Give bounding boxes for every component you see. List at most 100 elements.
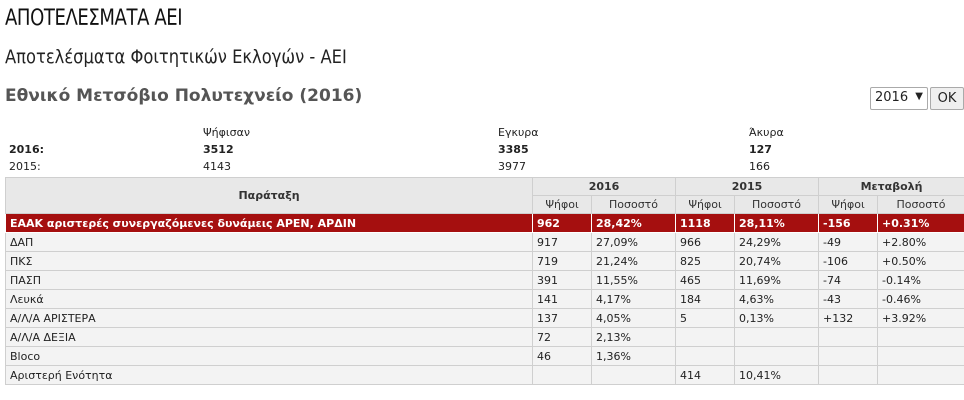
votes-2016-cell: 917 [532, 232, 592, 252]
summary-year: 2016: [9, 143, 45, 156]
party-name-cell: Αριστερή Ενότητα [5, 365, 533, 385]
table-row: ΠΑΣΠ 391 11,55% 465 11,69% -74 -0.14% [5, 270, 964, 290]
votes-2016-cell [532, 365, 592, 385]
votes-2016-cell: 46 [532, 346, 592, 366]
percent-change-cell: +0.50% [877, 251, 964, 271]
percent-change-cell: -0.14% [877, 270, 964, 290]
summary-header-voted: Ψήφισαν [203, 126, 250, 139]
party-name-cell: ΠΑΣΠ [5, 270, 533, 290]
votes-change-cell: -106 [818, 251, 878, 271]
table-row: ΔΑΠ 917 27,09% 966 24,29% -49 +2.80% [5, 232, 964, 252]
table-row: Bloco 46 1,36% [5, 346, 964, 366]
percent-2015-cell: 4,63% [734, 289, 819, 309]
year-select-value: 2016 [875, 90, 909, 105]
percent-2015-cell: 24,29% [734, 232, 819, 252]
votes-2016-cell: 719 [532, 251, 592, 271]
table-row: Α/Λ/Α ΔΕΞΙΑ 72 2,13% [5, 327, 964, 347]
votes-2015-cell: 966 [675, 232, 735, 252]
votes-2016-cell: 391 [532, 270, 592, 290]
votes-change-cell [818, 346, 878, 366]
party-name-cell: Α/Λ/Α ΔΕΞΙΑ [5, 327, 533, 347]
table-sub-header-row: Ψήφοι Ποσοστό Ψήφοι Ποσοστό Ψήφοι Ποσοστ… [6, 195, 964, 214]
institution-heading: Εθνικό Μετσόβιο Πολυτεχνείο (2016) [5, 86, 363, 106]
group-header-2015: 2015 [675, 177, 819, 196]
party-name-cell: ΔΑΠ [5, 232, 533, 252]
summary-row-2016: 2016: 3512 3385 127 [0, 141, 964, 158]
percent-2015-cell: 20,74% [734, 251, 819, 271]
chevron-down-icon: ▼ [915, 91, 923, 102]
percent-2015-cell: 10,41% [734, 365, 819, 385]
percent-2015-cell [734, 346, 819, 366]
summary-valid: 3977 [498, 160, 526, 173]
votes-change-cell: -156 [818, 213, 878, 233]
table-row: ΠΚΣ 719 21,24% 825 20,74% -106 +0.50% [5, 251, 964, 271]
votes-2015-cell [675, 346, 735, 366]
summary-row-2015: 2015: 4143 3977 166 [0, 158, 964, 175]
results-table: Παράταξη 2016 2015 Μεταβολή Ψήφοι Ποσοστ… [5, 177, 964, 385]
votes-change-cell: -43 [818, 289, 878, 309]
percent-2016-cell: 1,36% [591, 346, 676, 366]
votes-2016-cell: 141 [532, 289, 592, 309]
year-select[interactable]: 2016 ▼ [870, 87, 928, 110]
summary-header-valid: Εγκυρα [498, 126, 539, 139]
page-subtitle: Αποτελέσματα Φοιτητικών Εκλογών - ΑΕΙ [5, 46, 347, 68]
group-header-change: Μεταβολή [818, 177, 964, 196]
table-group-header-row: Παράταξη 2016 2015 Μεταβολή [5, 177, 964, 214]
table-row: Α/Λ/Α ΑΡΙΣΤΕΡΑ 137 4,05% 5 0,13% +132 +3.92% [5, 308, 964, 328]
sub-header-votes: Ψήφοι [675, 195, 735, 214]
sub-header-percent: Ποσοστό [591, 195, 676, 214]
votes-2015-cell: 1118 [675, 213, 735, 233]
percent-2015-cell: 28,11% [734, 213, 819, 233]
group-header-2016: 2016 [532, 177, 676, 196]
percent-2015-cell: 11,69% [734, 270, 819, 290]
summary-voted: 4143 [203, 160, 231, 173]
summary-invalid: 127 [749, 143, 772, 156]
summary-invalid: 166 [749, 160, 770, 173]
summary-header-row: Ψήφισαν Εγκυρα Άκυρα [0, 124, 964, 141]
summary-header-invalid: Άκυρα [749, 126, 784, 139]
votes-change-cell: -49 [818, 232, 878, 252]
percent-2016-cell [591, 365, 676, 385]
sub-header-percent: Ποσοστό [734, 195, 819, 214]
table-row: Λευκά 141 4,17% 184 4,63% -43 -0.46% [5, 289, 964, 309]
percent-2016-cell: 28,42% [591, 213, 676, 233]
percent-change-cell: +0.31% [877, 213, 964, 233]
page-title: ΑΠΟΤΕΛΕΣΜΑΤΑ ΑΕΙ [5, 6, 183, 31]
votes-2016-cell: 137 [532, 308, 592, 328]
votes-change-cell: -74 [818, 270, 878, 290]
party-name-cell: Bloco [5, 346, 533, 366]
party-name-cell: ΕΑΑΚ αριστερές συνεργαζόμενες δυνάμεις Α… [5, 213, 533, 233]
votes-2015-cell: 825 [675, 251, 735, 271]
percent-2016-cell: 11,55% [591, 270, 676, 290]
percent-change-cell: -0.46% [877, 289, 964, 309]
percent-change-cell [877, 327, 964, 347]
party-name-cell: ΠΚΣ [5, 251, 533, 271]
sub-header-percent: Ποσοστό [877, 195, 964, 214]
percent-change-cell: +3.92% [877, 308, 964, 328]
percent-2016-cell: 21,24% [591, 251, 676, 271]
votes-2016-cell: 72 [532, 327, 592, 347]
summary-valid: 3385 [498, 143, 529, 156]
percent-2016-cell: 2,13% [591, 327, 676, 347]
summary-voted: 3512 [203, 143, 234, 156]
summary-year: 2015: [9, 160, 41, 173]
table-row: ΕΑΑΚ αριστερές συνεργαζόμενες δυνάμεις Α… [5, 213, 964, 233]
votes-2015-cell: 414 [675, 365, 735, 385]
percent-change-cell [877, 365, 964, 385]
party-column-header: Παράταξη [5, 177, 533, 214]
percent-2016-cell: 4,17% [591, 289, 676, 309]
sub-header-votes: Ψήφοι [532, 195, 592, 214]
votes-2016-cell: 962 [532, 213, 592, 233]
sub-header-votes: Ψήφοι [818, 195, 878, 214]
vote-summary: Ψήφισαν Εγκυρα Άκυρα 2016: 3512 3385 127… [0, 124, 964, 175]
votes-change-cell [818, 365, 878, 385]
votes-2015-cell: 184 [675, 289, 735, 309]
votes-2015-cell: 5 [675, 308, 735, 328]
party-name-cell: Α/Λ/Α ΑΡΙΣΤΕΡΑ [5, 308, 533, 328]
percent-2015-cell: 0,13% [734, 308, 819, 328]
percent-2016-cell: 27,09% [591, 232, 676, 252]
votes-change-cell [818, 327, 878, 347]
ok-button[interactable]: OK [930, 87, 964, 110]
percent-change-cell: +2.80% [877, 232, 964, 252]
votes-2015-cell [675, 327, 735, 347]
